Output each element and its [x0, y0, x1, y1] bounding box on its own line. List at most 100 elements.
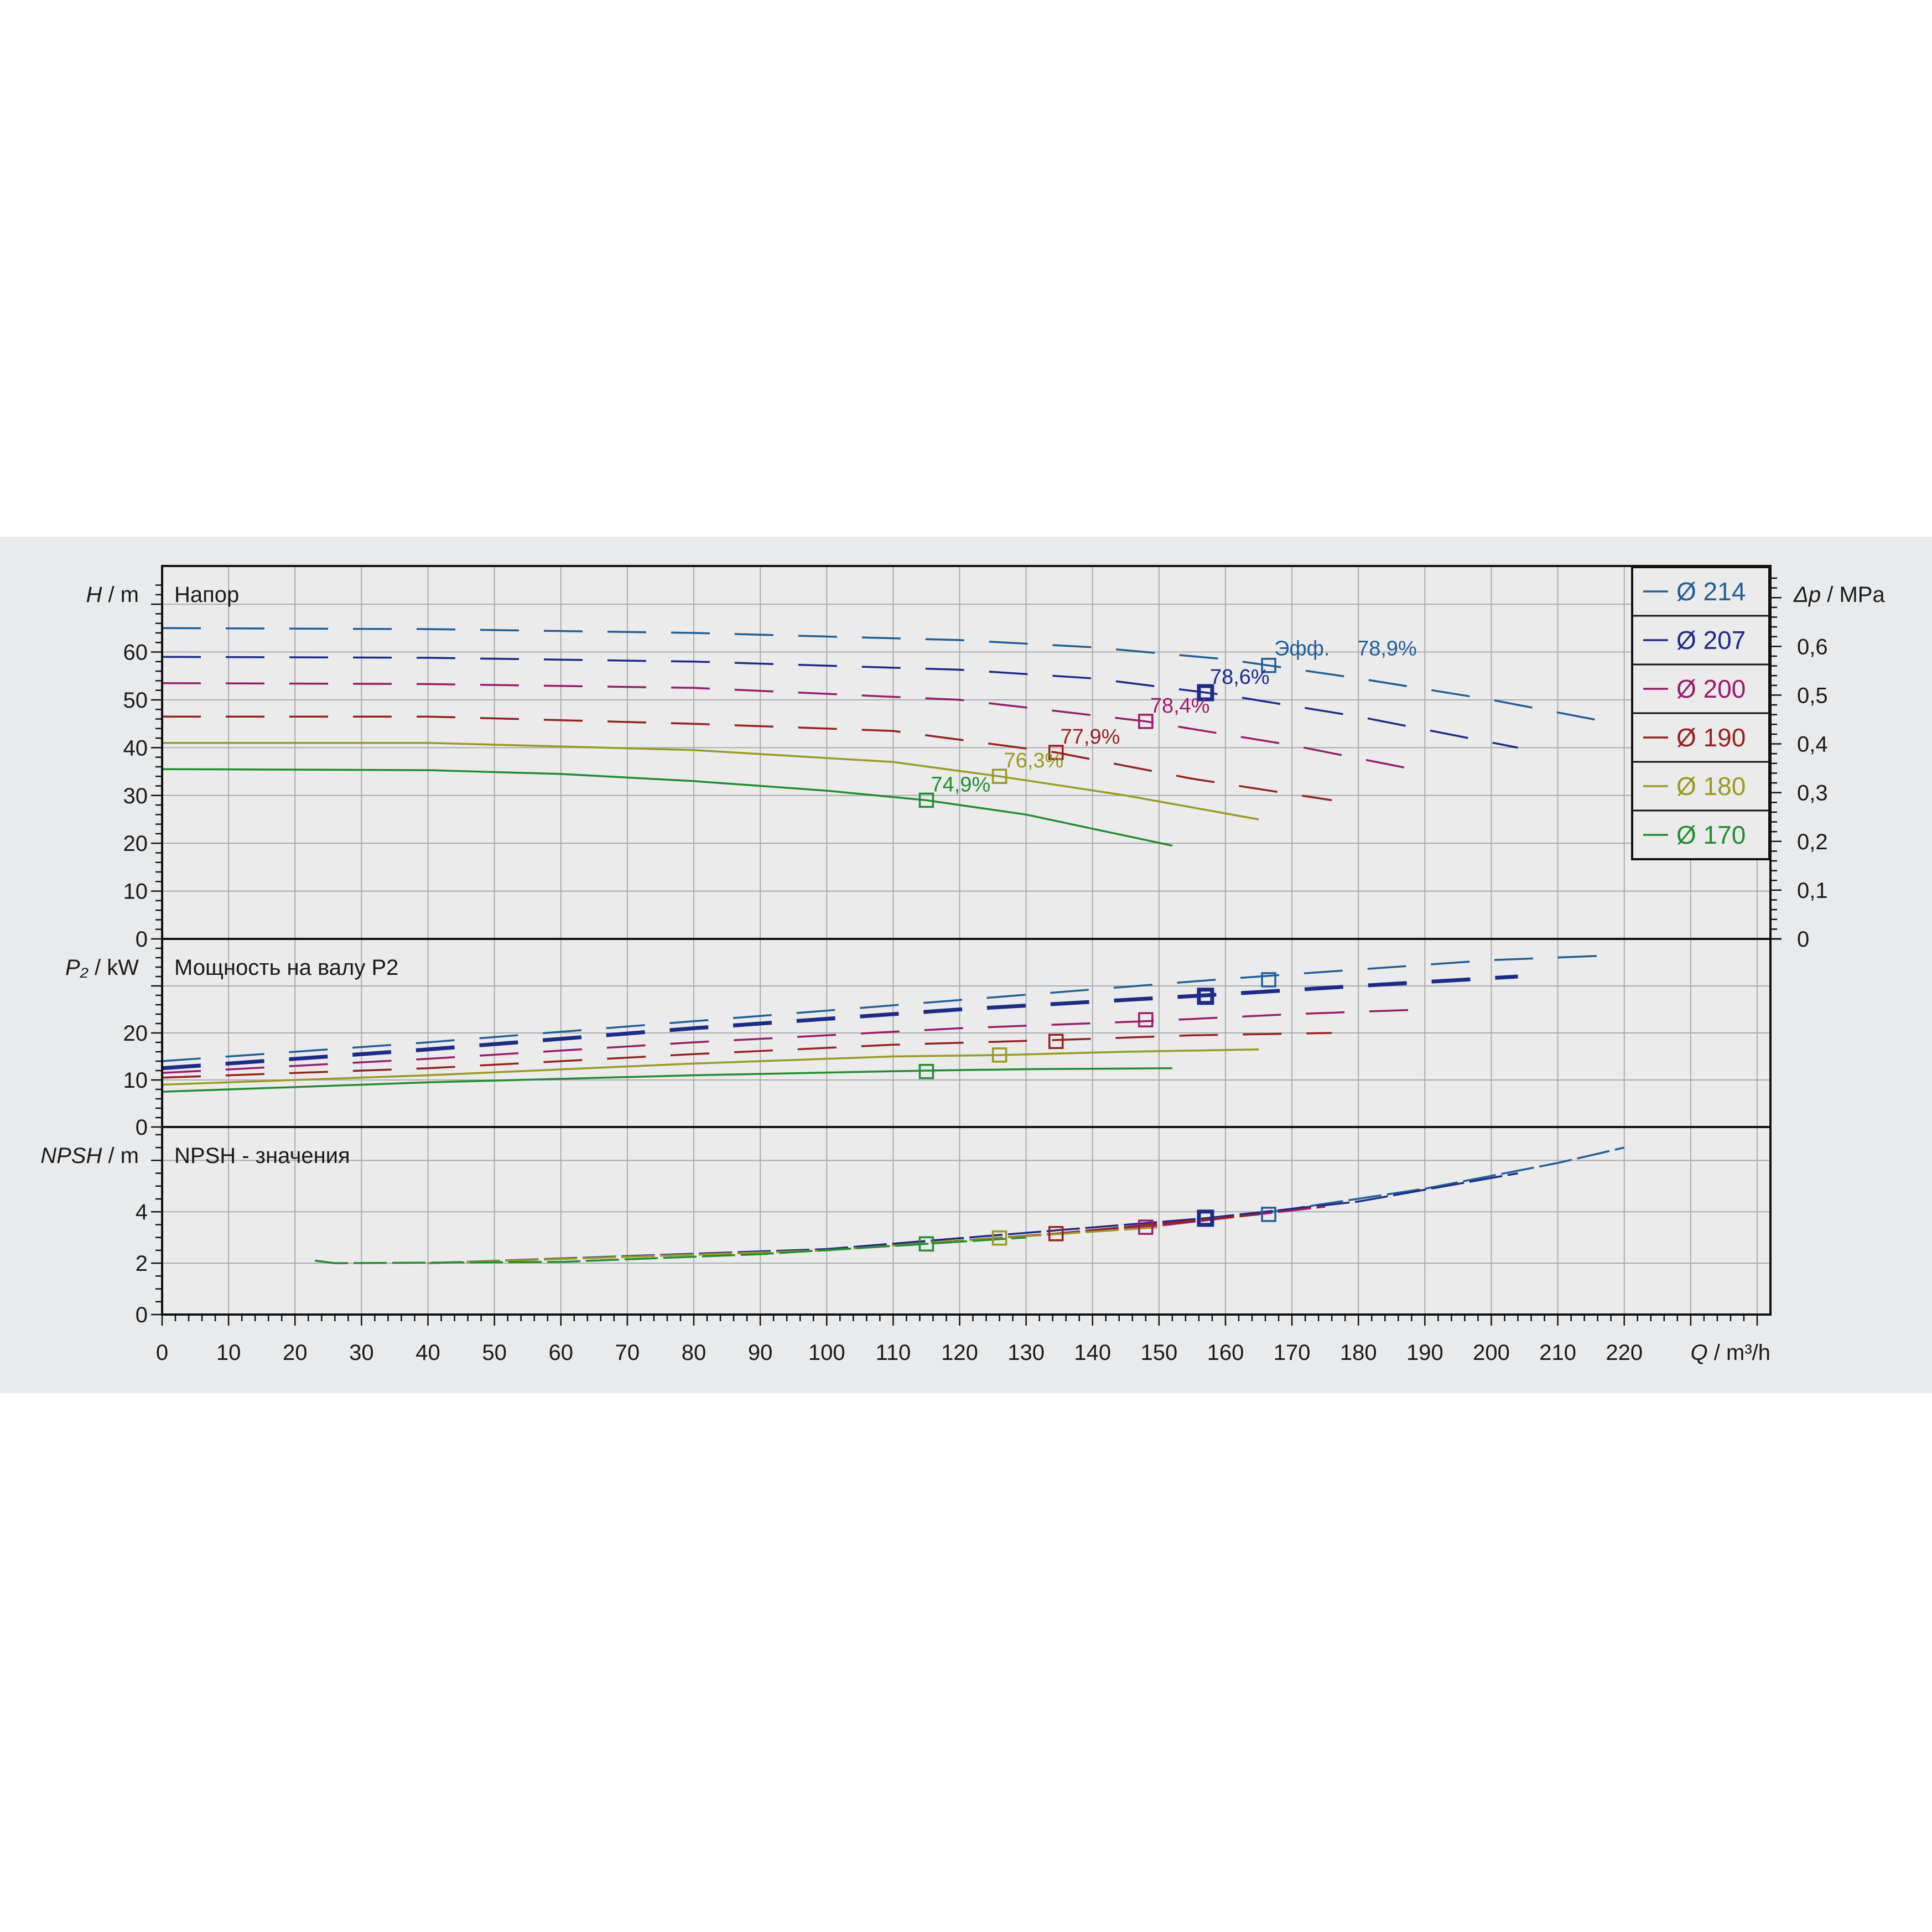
power-y-tick-label: 10	[123, 1068, 148, 1093]
x-tick-label: 30	[349, 1341, 374, 1365]
axis-separator: /	[1821, 583, 1839, 607]
power-bep-marker	[1261, 972, 1276, 988]
curves	[162, 627, 1625, 1264]
dp-symbol: Δp	[1793, 583, 1821, 607]
head-y-unit: m	[121, 583, 139, 607]
power-bep-marker	[1197, 988, 1214, 1005]
x-tick-label: 130	[1007, 1341, 1045, 1365]
x-tick-label: 150	[1140, 1341, 1177, 1365]
pump-curve-panel: Эфф. 78,9% 78,6% 78,4% 77,9% 76,3% 74,9% 0 10 20…	[0, 537, 1932, 1393]
bep-markers: Эфф. 78,9% 78,6%78,4% 77,9%76,3% 74,9%	[918, 637, 1417, 1252]
dp-tick-label: 0	[1797, 927, 1809, 952]
npsh-curve	[428, 1172, 1518, 1264]
head-bep-marker	[1197, 684, 1214, 702]
x-tick-label: 40	[416, 1341, 440, 1365]
axis-separator: /	[102, 1144, 120, 1168]
x-tick-label: 110	[875, 1341, 911, 1365]
axis-separator: /	[102, 583, 120, 607]
power-y-symbol: P₂	[65, 955, 89, 980]
npsh-curve	[315, 1236, 1026, 1264]
x-axis-title: Q / m³/h	[1691, 1341, 1770, 1365]
power-y-tick-label: 20	[123, 1021, 148, 1046]
npsh-bep-marker	[1261, 1207, 1276, 1222]
plot-area	[162, 566, 1770, 1315]
axes	[151, 565, 1782, 1326]
x-tick-label: 20	[283, 1341, 308, 1365]
x-tick-label: 190	[1406, 1341, 1443, 1365]
efficiency-label: 76,3%	[1004, 749, 1064, 772]
head-y-tick-label: 40	[123, 736, 148, 760]
x-tick-label: 220	[1606, 1341, 1643, 1365]
power-y-tick-label: 0	[136, 1115, 148, 1140]
legend-entry: Ø 214	[1676, 577, 1746, 606]
npsh-bep-marker	[1138, 1219, 1154, 1235]
head-curve	[162, 715, 1332, 802]
power-bep-marker	[991, 1047, 1007, 1063]
plot-background	[162, 566, 1770, 1315]
dp-tick-label: 0,2	[1797, 830, 1828, 854]
x-tick-label: 100	[808, 1341, 845, 1365]
power-curve	[162, 1067, 1172, 1093]
power-y-unit: kW	[107, 955, 139, 980]
x-tick-label: 0	[156, 1341, 168, 1365]
power-curve	[162, 1048, 1259, 1086]
x-axis-unit: m³/h	[1726, 1341, 1770, 1365]
pump-curve-chart: Эфф. 78,9%78,6%78,4%77,9%76,3%74,9% 0 10 20…	[40, 565, 1885, 1365]
efficiency-label: 78,4%	[1150, 694, 1210, 718]
x-tick-label: 140	[1074, 1341, 1111, 1365]
power-panel-title: Мощность на валу P2	[174, 955, 398, 980]
head-y-tick-label: 20	[123, 832, 148, 856]
efficiency-label: 77,9%	[1061, 725, 1120, 749]
npsh-panel-title: NPSH - значения	[174, 1144, 350, 1168]
head-bep-marker	[1138, 714, 1154, 729]
power-bep-marker	[918, 1063, 934, 1079]
power-curve	[162, 954, 1611, 1062]
npsh-y-tick-label: 0	[136, 1303, 148, 1327]
power-bep-marker	[1048, 1033, 1064, 1050]
legend: Ø 214 Ø 207 Ø 200 Ø 190 Ø 180 Ø 170	[1631, 566, 1770, 860]
head-curve	[162, 768, 1173, 847]
x-tick-label: 90	[748, 1341, 773, 1365]
legend-entry: Ø 170	[1676, 820, 1746, 849]
efficiency-label: 74,9%	[931, 773, 990, 796]
x-axis-symbol: Q	[1691, 1341, 1708, 1365]
npsh-bep-marker	[1048, 1225, 1064, 1242]
axis-labels: 0 10 20 30 40 50 60 70 80 90 100 110 120 130 140 150 160…	[40, 583, 1885, 1365]
x-tick-label: 210	[1539, 1341, 1576, 1365]
x-tick-label: 60	[548, 1341, 573, 1365]
head-curve	[162, 682, 1425, 773]
x-tick-label: 120	[941, 1341, 978, 1365]
npsh-y-tick-label: 4	[136, 1200, 148, 1224]
npsh-bep-marker	[1197, 1209, 1214, 1227]
grid-lines	[162, 566, 1770, 1315]
head-curve	[162, 627, 1605, 723]
power-curve	[162, 1032, 1332, 1079]
head-curve	[162, 656, 1518, 749]
npsh-bep-marker	[991, 1230, 1007, 1246]
legend-entry: Ø 200	[1676, 674, 1746, 703]
x-tick-label: 50	[482, 1341, 507, 1365]
npsh-y-tick-label: 2	[136, 1251, 148, 1276]
axis-separator: /	[89, 955, 107, 980]
head-bep-marker	[1261, 657, 1276, 673]
head-curve	[162, 741, 1259, 820]
x-tick-label: 160	[1207, 1341, 1244, 1365]
dp-tick-label: 0,4	[1797, 733, 1828, 757]
x-tick-label: 80	[682, 1341, 707, 1365]
npsh-bep-marker	[918, 1236, 934, 1252]
head-y-axis-title: H / m	[86, 583, 139, 607]
x-tick-label: 170	[1274, 1341, 1311, 1365]
dp-axis-title: Δp / MPa	[1793, 583, 1885, 607]
dp-unit: MPa	[1839, 583, 1885, 607]
dp-tick-label: 0,5	[1797, 683, 1828, 708]
x-tick-label: 200	[1473, 1341, 1510, 1365]
axis-separator: /	[1708, 1341, 1726, 1365]
head-y-tick-label: 60	[123, 641, 148, 665]
npsh-curve	[1271, 1146, 1625, 1213]
plot-frame	[161, 565, 1772, 1316]
x-tick-label: 180	[1340, 1341, 1377, 1365]
x-tick-label: 70	[615, 1341, 640, 1365]
legend-entry: Ø 207	[1676, 626, 1746, 655]
efficiency-label: 78,9%	[1357, 637, 1417, 661]
npsh-y-axis-title: NPSH / m	[40, 1144, 139, 1168]
